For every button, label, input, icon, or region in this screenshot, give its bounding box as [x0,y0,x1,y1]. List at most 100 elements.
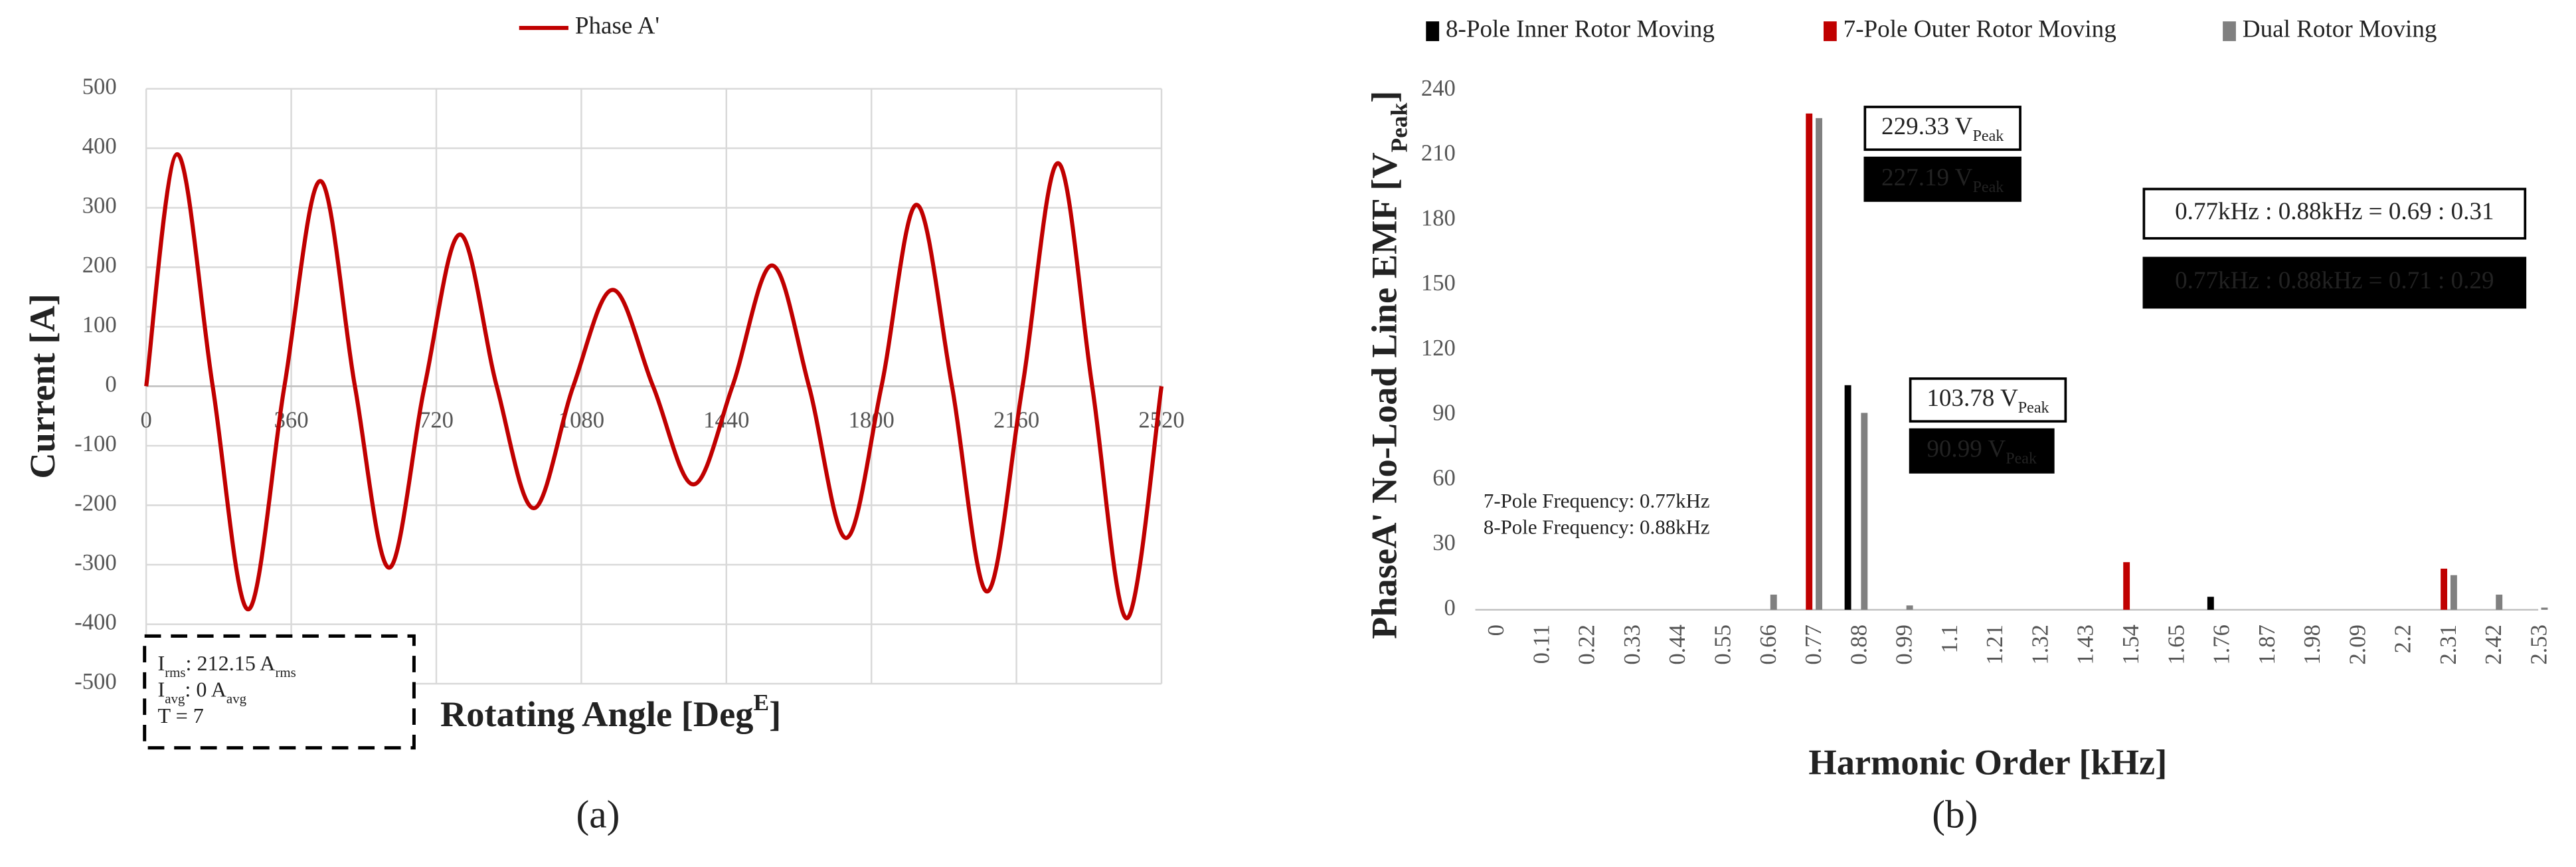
annotation-line-part: T = 7 [157,704,203,727]
legend-swatch [1426,21,1440,41]
x-tick-label: 0 [1484,625,1509,636]
annotation-box [143,634,416,750]
panel-label: (a) [576,793,620,836]
annotation-line: Irms: 212.15 Arms [157,651,296,680]
y-axis-title: PhaseA' No-Load Line EMF [VPeak] [1365,91,1413,639]
value-label-number: 90.99 V [1927,435,2006,462]
annotation-line: Iavg: 0 Aavg [157,678,246,706]
legend-label: Dual Rotor Moving [2243,16,2437,43]
y-tick-label: 90 [1432,401,1456,426]
legend-label: 8-Pole Inner Rotor Moving [1446,16,1715,43]
data-line [144,152,1164,621]
y-tick-label: 200 [82,252,117,278]
x-tick-label: 0.33 [1620,625,1645,665]
ratio-text: 0.77kHz : 0.88kHz = 0.69 : 0.31 [2175,198,2494,225]
value-label-box [1863,156,2021,202]
panel-label: (b) [1932,793,1978,836]
value-label-box [1909,428,2055,474]
value-label-sub: Peak [2018,399,2050,417]
y-axis-title-part: Peak [1386,102,1413,152]
x-axis-title-part: ] [769,695,781,735]
y-tick-label: 180 [1421,205,1456,231]
x-tick-label: 2.31 [2436,625,2461,665]
bar [1844,385,1851,610]
annotation-line: T = 7 [157,704,203,727]
bar [1816,118,1822,610]
annotation-line-part: : 0 A [185,678,226,702]
bar [2496,595,2503,610]
annotation-line-part: rms [275,664,296,680]
y-tick-label: -200 [74,490,116,516]
y-tick-label: -300 [74,550,116,575]
y-tick-label: 100 [82,312,117,337]
y-tick-label: 240 [1421,76,1456,101]
legend-label: Phase A' [575,13,659,40]
value-label-number: 229.33 V [1881,113,1973,140]
y-tick-label: 0 [1444,595,1456,621]
x-axis-title-part: E [753,689,769,716]
annotation-line-part: I [157,678,165,702]
x-tick-label: 1800 [849,408,895,433]
legend-swatch [2223,21,2236,41]
x-tick-label: 1440 [703,408,749,433]
ratio-box [2142,187,2527,240]
y-tick-label: 120 [1421,336,1456,361]
y-tick-label: 30 [1432,530,1456,555]
x-tick-label: 0.77 [1801,625,1826,665]
x-tick-label: 1.98 [2300,625,2325,665]
bar [1770,595,1777,610]
x-tick-label: 0.22 [1575,625,1600,665]
y-tick-label: -100 [74,431,116,456]
x-tick-label: 1.1 [1937,625,1962,653]
x-tick-label: 720 [419,408,454,433]
value-label-box [1909,377,2067,423]
bar [1906,605,1913,610]
x-axis-title: Rotating Angle [DegE] [440,689,781,734]
x-tick-label: 1.54 [2118,625,2144,665]
y-tick-label: 300 [82,193,117,219]
x-tick-label: 0.66 [1756,625,1781,665]
value-label: 227.19 VPeak [1881,163,2004,195]
y-tick-label: 210 [1421,141,1456,166]
x-tick-label: 2520 [1138,408,1184,433]
value-label-sub: Peak [2006,450,2037,467]
y-axis-title: Current [A] [23,294,62,479]
value-label-sub: Peak [1972,128,2004,145]
x-tick-label: 1.87 [2255,625,2280,665]
annotation-line-part: avg [165,690,185,706]
annotation-line-part: : 212.15 A [186,651,276,675]
bar [1806,113,1813,610]
x-tick-label: 1.21 [1982,625,2008,665]
x-axis-title-part: Rotating Angle [Deg [440,695,754,735]
y-tick-label: -500 [74,669,116,694]
bar [1861,413,1868,610]
value-label-number: 103.78 V [1927,385,2018,412]
annotation-line-part: I [157,651,165,675]
bar [2450,575,2457,610]
value-label: 103.78 VPeak [1927,385,2049,417]
x-tick-label: 1.65 [2164,625,2189,665]
value-label-sub: Peak [1972,178,2004,195]
x-tick-label: 2.53 [2527,625,2552,665]
note: 8-Pole Frequency: 0.88kHz [1484,516,1710,539]
value-label-box [1863,106,2021,151]
x-tick-label: 1.43 [2073,625,2099,665]
x-tick-label: 2.2 [2391,625,2416,653]
y-tick-label: 60 [1432,465,1456,490]
annotation-line-part: avg [226,690,247,706]
x-tick-label: 2.09 [2345,625,2370,665]
x-tick-label: 1.32 [2027,625,2053,665]
value-label: 90.99 VPeak [1927,435,2037,467]
y-axis-title-part: PhaseA' No-Load Line EMF [V [1365,152,1405,638]
x-tick-label: 0.11 [1529,625,1554,664]
value-label-number: 227.19 V [1881,163,1973,191]
x-axis-title: Harmonic Order [kHz] [1808,742,2167,782]
bar [2207,597,2214,610]
x-tick-label: 0.88 [1846,625,1871,665]
ratio-box [2142,256,2527,309]
x-tick-label: 1.76 [2209,625,2235,665]
x-tick-label: 2.42 [2481,625,2506,665]
annotation-line-part: rms [165,664,185,680]
